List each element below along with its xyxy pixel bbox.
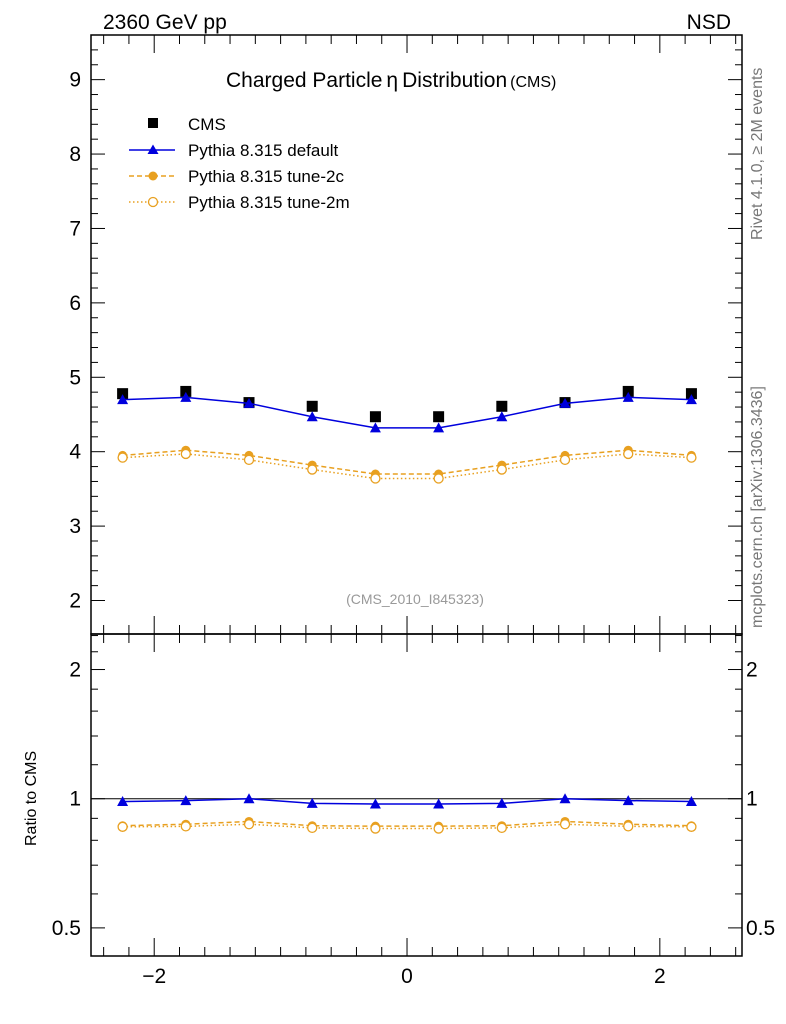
ratio-line-pythia-8-315-tune-2c xyxy=(122,820,692,827)
main-point-pythia-8-315-tune-2m xyxy=(307,464,318,475)
main-point-pythia-8-315-default xyxy=(369,422,381,433)
side-label-mcplots: mcplots.cern.ch [arXiv:1306.3436] xyxy=(749,386,766,628)
ratio-data-marks xyxy=(117,793,697,834)
main-point-pythia-8-315-default xyxy=(559,397,571,408)
ratio-y-tick-label-left: 2 xyxy=(69,659,81,682)
main-point-cms xyxy=(180,385,192,397)
legend-label-default: Pythia 8.315 default xyxy=(188,141,339,160)
ratio-point-pythia-8-315-tune-2m xyxy=(559,819,571,830)
x-tick-label: 0 xyxy=(401,965,413,988)
title-tail: Distribution xyxy=(402,69,507,92)
ratio-line-pythia-8-315-default xyxy=(122,797,692,805)
main-point-pythia-8-315-tune-2m xyxy=(623,448,634,460)
y-tick-label: 4 xyxy=(69,441,81,464)
main-point-cms xyxy=(117,388,129,400)
ratio-point-pythia-8-315-default xyxy=(496,797,508,808)
ratio-point-pythia-8-315-tune-2m xyxy=(117,821,128,832)
ratio-point-pythia-8-315-default xyxy=(243,793,255,804)
main-axes: 2 3 4 5 6 7 8 9 xyxy=(69,35,742,634)
main-point-pythia-8-315-tune-2m xyxy=(686,452,697,463)
ratio-y-tick-label-left: 1 xyxy=(69,788,81,811)
main-point-pythia-8-315-default xyxy=(622,391,634,402)
ratio-point-pythia-8-315-tune-2m xyxy=(433,823,444,834)
legend-label-tune2c: Pythia 8.315 tune-2c xyxy=(188,167,344,186)
y-tick-label: 2 xyxy=(69,590,81,613)
main-point-pythia-8-315-tune-2m xyxy=(559,454,571,466)
x-tick-label: −2 xyxy=(142,965,166,988)
legend: CMS Pythia 8.315 default Pythia 8.315 tu… xyxy=(129,115,350,212)
legend-marker-tune2c xyxy=(148,171,158,181)
ratio-point-pythia-8-315-default xyxy=(622,795,634,806)
main-point-pythia-8-315-default xyxy=(117,394,129,405)
ratio-point-pythia-8-315-default xyxy=(117,796,129,807)
ratio-panel-frame xyxy=(90,633,743,957)
y-tick-label: 3 xyxy=(69,515,81,538)
ratio-y-tick-label-right: 2 xyxy=(746,659,758,682)
y-tick-label: 9 xyxy=(69,69,81,92)
ratio-point-pythia-8-315-default xyxy=(369,798,381,809)
ratio-point-pythia-8-315-default xyxy=(433,798,445,809)
x-tick-label: 2 xyxy=(654,965,666,988)
main-chart-title: Charged Particle η Distribution (CMS) xyxy=(226,69,556,92)
y-tick-label: 5 xyxy=(69,366,81,389)
main-point-pythia-8-315-tune-2m xyxy=(496,464,507,475)
process-label: NSD xyxy=(687,11,731,34)
ratio-point-pythia-8-315-tune-2m xyxy=(686,821,697,832)
y-tick-label: 6 xyxy=(69,292,81,315)
legend-marker-cms xyxy=(148,118,158,128)
ratio-line-pythia-8-315-tune-2m xyxy=(122,823,692,830)
legend-label-cms: CMS xyxy=(188,115,226,134)
title-suffix: (CMS) xyxy=(510,74,556,91)
y-tick-label: 7 xyxy=(69,217,81,240)
ratio-point-pythia-8-315-default xyxy=(685,796,697,807)
ratio-point-pythia-8-315-default xyxy=(559,793,571,804)
ratio-point-pythia-8-315-tune-2m xyxy=(180,821,191,832)
ratio-point-pythia-8-315-tune-2m xyxy=(243,819,255,830)
main-point-pythia-8-315-tune-2m xyxy=(243,454,255,466)
main-point-pythia-8-315-default xyxy=(433,422,445,433)
main-line-pythia-8-315-tune-2c xyxy=(122,449,692,475)
main-point-pythia-8-315-tune-2m xyxy=(180,448,191,460)
ratio-point-pythia-8-315-default xyxy=(306,797,318,808)
main-line-pythia-8-315-tune-2m xyxy=(122,453,692,480)
main-line-pythia-8-315-default xyxy=(122,396,692,429)
ratio-point-pythia-8-315-tune-2m xyxy=(623,821,634,832)
title-eta-symbol: η xyxy=(386,69,398,92)
legend-label-tune2m: Pythia 8.315 tune-2m xyxy=(188,193,350,212)
main-point-pythia-8-315-default xyxy=(306,411,318,422)
legend-marker-default xyxy=(147,144,159,154)
main-point-pythia-8-315-default xyxy=(180,391,192,402)
main-point-pythia-8-315-tune-2m xyxy=(117,452,128,463)
main-point-pythia-8-315-tune-2m xyxy=(433,473,444,484)
ratio-ylabel: Ratio to CMS xyxy=(23,751,40,846)
energy-label: 2360 GeV pp xyxy=(103,11,227,34)
analysis-id: (CMS_2010_I845323) xyxy=(346,591,484,607)
ratio-point-pythia-8-315-tune-2m xyxy=(307,822,318,834)
ratio-axes: −2 0 2 0.5 0.5 1 1 2 2 xyxy=(52,634,775,988)
ratio-point-pythia-8-315-tune-2m xyxy=(370,823,381,834)
main-point-cms xyxy=(622,385,634,397)
main-point-pythia-8-315-default xyxy=(243,397,255,408)
legend-marker-tune2m xyxy=(147,196,159,208)
ratio-y-tick-label-right: 0.5 xyxy=(746,917,775,940)
main-point-cms xyxy=(496,400,508,412)
ratio-y-tick-label-right: 1 xyxy=(746,788,758,811)
main-point-cms xyxy=(685,388,697,400)
main-data-marks xyxy=(117,385,697,484)
main-point-pythia-8-315-default xyxy=(685,394,697,405)
ratio-y-tick-label-left: 0.5 xyxy=(52,917,81,940)
main-point-pythia-8-315-tune-2m xyxy=(370,473,381,484)
main-point-cms xyxy=(306,400,318,412)
side-label-rivet: Rivet 4.1.0, ≥ 2M events xyxy=(749,68,766,240)
main-point-cms xyxy=(369,411,381,423)
main-point-cms xyxy=(433,411,445,423)
y-tick-label: 8 xyxy=(69,143,81,166)
main-point-pythia-8-315-default xyxy=(496,411,508,422)
title-main: Charged Particle xyxy=(226,69,382,92)
ratio-point-pythia-8-315-tune-2m xyxy=(496,822,507,834)
ratio-point-pythia-8-315-default xyxy=(180,795,192,806)
